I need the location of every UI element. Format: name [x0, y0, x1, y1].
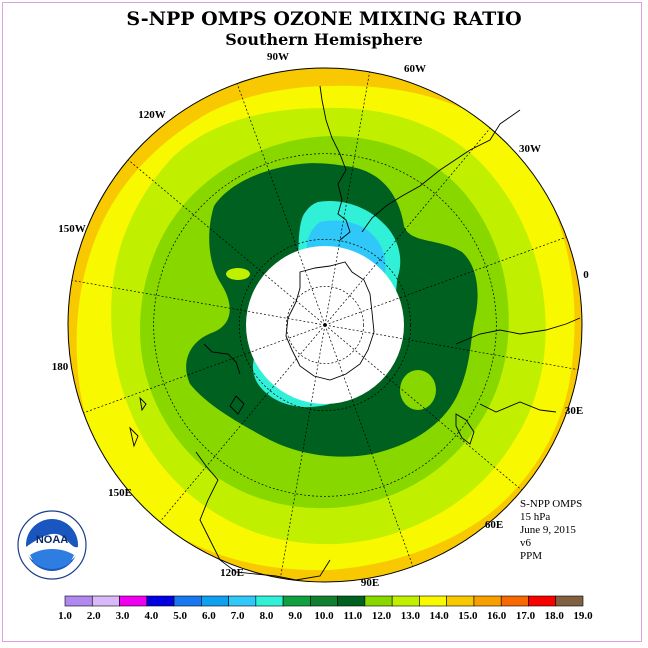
scale-tick-label: 14.0 [429, 610, 449, 622]
latitude-circle [153, 153, 497, 497]
meridian-line [324, 71, 370, 326]
scale-swatch [419, 595, 447, 607]
map-title: S-NPP OMPS OZONE MIXING RATIO [126, 8, 522, 30]
scale-swatch [282, 595, 311, 607]
tasmania-coast [229, 395, 245, 415]
graticule [71, 71, 579, 579]
longitude-label: 30W [519, 143, 541, 155]
scale-swatch [119, 595, 148, 607]
meridian-line [324, 236, 567, 326]
scale-swatch [91, 595, 120, 607]
longitude-labels: 90W 60W 30W 0 30E 60E 90E 120E 150E 180 150W 120W [52, 51, 590, 589]
noaa-logo-icon: NOAA [17, 510, 87, 580]
longitude-label: 90W [267, 51, 289, 63]
longitude-label: 120E [220, 567, 244, 579]
map-subtitle: Southern Hemisphere [225, 30, 423, 49]
scale-tick-label: 2.0 [87, 610, 101, 622]
scale-tick-label: 16.0 [487, 610, 507, 622]
south-america-coast [319, 85, 351, 241]
scale-tick-label: 10.0 [314, 610, 334, 622]
info-version: v6 [520, 537, 531, 549]
longitude-label: 180 [52, 361, 69, 373]
madagascar-coast [455, 413, 475, 445]
scale-swatch [446, 595, 475, 607]
meridian-line [324, 324, 579, 370]
scale-tick-label: 12.0 [372, 610, 392, 622]
scale-swatch [337, 595, 366, 607]
scale-tick-label: 11.0 [343, 610, 362, 622]
antarctica-coast [285, 261, 375, 381]
scale-swatch [228, 595, 257, 607]
scale-tick-label: 5.0 [173, 610, 187, 622]
longitude-label: 120W [138, 109, 166, 121]
longitude-label: 150W [58, 223, 86, 235]
meridian-line [83, 324, 326, 414]
meridian-line [236, 83, 326, 326]
field-green-patch [226, 268, 250, 280]
scale-swatch [555, 595, 584, 607]
scale-tick-label: 9.0 [288, 610, 302, 622]
scale-swatch [201, 595, 229, 607]
longitude-label: 150E [108, 487, 132, 499]
longitude-label: 0 [583, 269, 589, 281]
latitude-circle [286, 286, 364, 364]
latitude-circle [238, 238, 412, 412]
meridian-line [127, 159, 326, 326]
scale-swatch [473, 595, 502, 607]
meridian-line [159, 324, 326, 523]
africa-coast [455, 317, 581, 345]
scale-swatch [310, 595, 338, 607]
scale-tick-label: 6.0 [202, 610, 216, 622]
meridian-line [324, 324, 523, 491]
info-units: PPM [520, 550, 543, 562]
scale-swatch [64, 595, 93, 607]
scale-swatch [500, 595, 529, 607]
scale-tick-label: 15.0 [458, 610, 478, 622]
meridian-line [71, 280, 326, 326]
longitude-label: 60E [485, 519, 503, 531]
field-green-patch [400, 370, 436, 410]
south-pole-marker [323, 323, 327, 327]
color-scale-bar: 1.0 2.0 3.0 4.0 5.0 6.0 7.0 8.0 9.0 10.0 11.0 12.0 1… [58, 595, 593, 622]
scale-swatch [146, 595, 175, 607]
new-zealand-coast [203, 343, 241, 375]
scale-swatch [391, 595, 420, 607]
scale-swatch [528, 595, 557, 607]
longitude-label: 30E [565, 405, 583, 417]
island-coast [129, 426, 139, 448]
island-coast [139, 396, 147, 412]
info-date: June 9, 2015 [520, 524, 576, 536]
scale-swatch [255, 595, 284, 607]
longitude-label: 60W [404, 63, 426, 75]
scale-tick-label: 7.0 [231, 610, 245, 622]
scale-swatch [364, 595, 393, 607]
meridian-line [324, 127, 491, 326]
africa-south-coast [479, 401, 557, 413]
noaa-logo-text: NOAA [36, 534, 68, 546]
meridian-line [324, 324, 414, 567]
longitude-label: 90E [361, 577, 379, 589]
scale-tick-label: 3.0 [116, 610, 130, 622]
info-instrument: S-NPP OMPS [520, 498, 583, 510]
meridian-line [280, 324, 326, 579]
info-level: 15 hPa [520, 511, 551, 523]
scale-tick-label: 1.0 [58, 610, 72, 622]
scale-tick-label: 18.0 [545, 610, 565, 622]
scale-swatch [173, 595, 202, 607]
scale-tick-label: 17.0 [516, 610, 536, 622]
scale-tick-label: 8.0 [260, 610, 274, 622]
scale-tick-label: 4.0 [144, 610, 158, 622]
map-boundary [67, 67, 583, 583]
scale-tick-label: 13.0 [401, 610, 421, 622]
scale-tick-label: 19.0 [573, 610, 593, 622]
